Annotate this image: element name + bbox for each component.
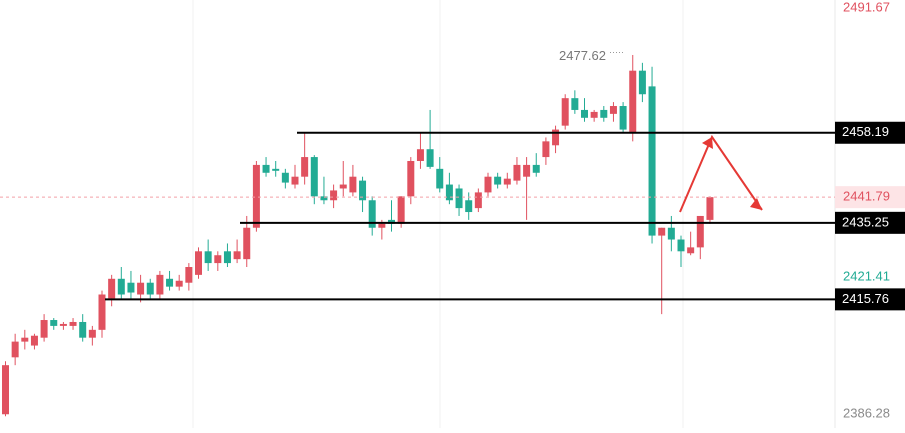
candle-body xyxy=(21,337,29,342)
candle-body xyxy=(474,192,482,209)
y-tick-label: 2386.28 xyxy=(843,405,890,420)
candle-body xyxy=(214,255,222,264)
level-label: 2415.76 xyxy=(842,291,889,306)
candle-body xyxy=(677,239,685,252)
candle-body xyxy=(416,149,424,161)
candle-body xyxy=(542,141,550,158)
candle-body xyxy=(79,321,87,338)
candle-body xyxy=(156,274,164,295)
candle-body xyxy=(59,323,67,326)
candle-body xyxy=(262,164,270,173)
candle-body xyxy=(407,160,415,197)
candle-body xyxy=(127,282,135,293)
candle-body xyxy=(310,157,318,197)
candle-body xyxy=(706,197,714,220)
level-label: 2435.25 xyxy=(842,214,889,229)
candle-body xyxy=(252,164,260,228)
candle-body xyxy=(40,320,48,338)
candle-body xyxy=(600,109,608,118)
candle-body xyxy=(30,335,38,346)
candle-body xyxy=(320,196,328,201)
candle-body xyxy=(368,200,376,228)
candle-body xyxy=(301,157,309,177)
candle-body xyxy=(638,70,646,95)
candle-body xyxy=(339,184,347,189)
candle-body xyxy=(69,321,77,326)
candle-body xyxy=(349,176,357,193)
candle-body xyxy=(552,129,560,146)
candle-body xyxy=(609,106,617,114)
candle-body xyxy=(195,251,202,275)
candle-body xyxy=(146,282,154,295)
candle-body xyxy=(98,294,106,330)
candle-body xyxy=(436,168,444,189)
candle-body xyxy=(137,282,145,295)
candle-body xyxy=(233,251,241,260)
candle-body xyxy=(571,98,579,110)
candle-body xyxy=(658,227,666,236)
current-price-label: 2441.79 xyxy=(843,189,890,204)
level-label: 2458.19 xyxy=(842,124,889,139)
candle-body xyxy=(581,109,588,118)
candle-body xyxy=(166,278,174,287)
candle-body xyxy=(330,190,338,201)
candle-body xyxy=(687,247,695,254)
candle-body xyxy=(378,223,386,228)
candle-body xyxy=(426,149,434,167)
arrows xyxy=(679,134,763,213)
candle-body xyxy=(648,86,656,236)
candle-body xyxy=(50,320,58,326)
candle-body xyxy=(455,188,463,209)
candle-body xyxy=(11,341,19,358)
candle-body xyxy=(503,178,511,185)
candle-body xyxy=(523,164,531,177)
candle-body xyxy=(532,164,540,173)
candle-body xyxy=(397,196,405,224)
candle-body xyxy=(696,215,704,248)
candle-body xyxy=(619,106,627,130)
candle-body xyxy=(272,168,280,171)
candle-body xyxy=(667,227,675,240)
candle-body xyxy=(88,329,96,338)
candle-body xyxy=(243,227,251,260)
candle-body xyxy=(465,200,473,213)
high-annotation: 2477.62 xyxy=(559,48,606,63)
candle-body xyxy=(445,184,453,201)
candle-body xyxy=(629,70,637,134)
candle-body xyxy=(513,164,521,181)
candle-body xyxy=(561,98,569,126)
forecast-arrow xyxy=(679,134,763,213)
candle-body xyxy=(484,176,492,193)
candle-body xyxy=(108,278,116,299)
candle-body xyxy=(204,251,212,264)
candle-body xyxy=(185,267,193,283)
arrow-head xyxy=(702,137,713,149)
level-tag xyxy=(835,288,905,311)
candle-body xyxy=(291,176,299,185)
overlay: 2386.28 2421.41 2491.67 2441.79 2458.19 2435.… xyxy=(105,0,905,420)
candle-body xyxy=(175,280,183,287)
marks xyxy=(0,54,835,417)
level-tag xyxy=(835,121,905,144)
current-price-tag xyxy=(835,186,905,209)
candle-body xyxy=(494,176,502,185)
y-tick-label: 2421.41 xyxy=(843,269,890,284)
level-tag xyxy=(835,211,905,234)
candle-body xyxy=(590,111,598,118)
candle-body xyxy=(281,172,289,183)
candle-body xyxy=(223,251,231,264)
candle-body xyxy=(2,365,9,415)
y-tick-label: 2491.67 xyxy=(843,0,890,14)
candle-body xyxy=(117,278,125,295)
arrow-head xyxy=(750,198,762,210)
candle-body xyxy=(359,180,367,201)
